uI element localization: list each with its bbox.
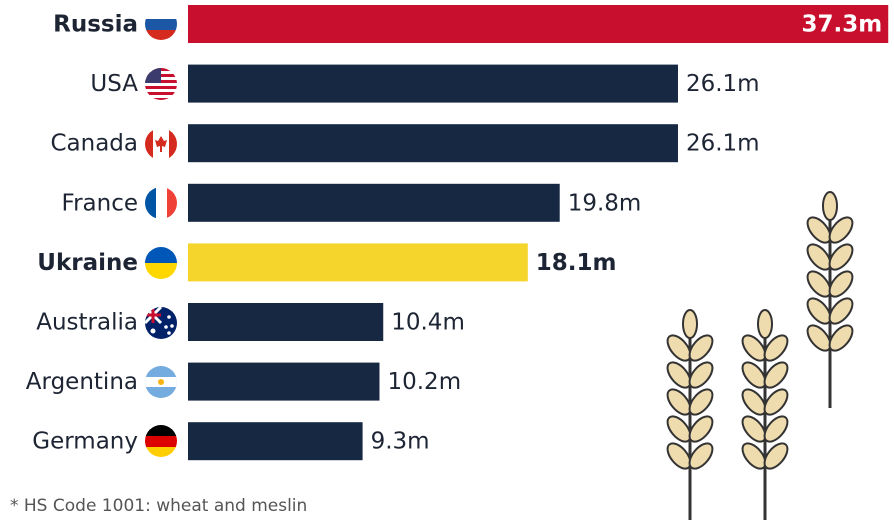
wheat-grain (682, 309, 698, 339)
wheat-grain (741, 334, 767, 362)
data-label: 26.1m (686, 71, 760, 97)
data-label: 10.2m (387, 369, 461, 395)
wheat-grain (666, 388, 692, 416)
wheat-grain (741, 361, 767, 389)
flag-argentina (145, 366, 177, 398)
bar (188, 303, 384, 341)
flag-ukraine (145, 247, 177, 279)
bar (188, 5, 889, 43)
bar (188, 243, 528, 282)
wheat-grain (688, 334, 714, 362)
data-label: 37.3m (802, 12, 883, 38)
category-label: Canada (50, 131, 138, 157)
wheat-grain (828, 243, 854, 271)
wheat-grain (828, 270, 854, 298)
category-label: Argentina (26, 369, 138, 395)
wheat-grain (763, 334, 789, 362)
wheat-grain (828, 216, 854, 244)
wheat-grain (828, 297, 854, 325)
wheat-grain (763, 415, 789, 443)
wheat-decoration (666, 191, 854, 520)
data-label: 10.4m (391, 310, 465, 336)
bar (188, 64, 678, 103)
flag-canada (145, 128, 177, 160)
wheat-grain (688, 361, 714, 389)
wheat-grain (806, 297, 832, 325)
wheat-grain (688, 388, 714, 416)
wheat-grain (666, 442, 692, 470)
data-label: 9.3m (371, 429, 430, 455)
bar (188, 362, 380, 401)
wheat-grain (806, 270, 832, 298)
wheat-grain (757, 309, 773, 339)
wheat-grain (666, 361, 692, 389)
flag-russia (145, 8, 177, 40)
wheat-grain (666, 334, 692, 362)
flag-germany (145, 425, 177, 457)
wheat-grain (741, 442, 767, 470)
flag-australia (145, 307, 177, 339)
category-label: Germany (32, 429, 138, 455)
wheat-grain (828, 324, 854, 352)
bar (188, 422, 363, 461)
wheat-grain (806, 216, 832, 244)
category-label: USA (90, 71, 138, 97)
wheat-grain (763, 442, 789, 470)
wheat-grain (763, 388, 789, 416)
wheat-grain (741, 415, 767, 443)
category-label: Russia (53, 12, 138, 38)
category-label: France (62, 190, 138, 216)
wheat-grain (763, 361, 789, 389)
wheat-grain (688, 442, 714, 470)
flag-usa (145, 68, 177, 100)
data-label: 18.1m (536, 250, 617, 276)
wheat-grain (688, 415, 714, 443)
wheat-grain (806, 243, 832, 271)
wheat-grain (741, 388, 767, 416)
category-label: Ukraine (37, 250, 138, 276)
wheat-grain (806, 324, 832, 352)
bar (188, 183, 560, 222)
wheat-grain (822, 191, 838, 221)
data-label: 19.8m (568, 190, 642, 216)
footnote: * HS Code 1001: wheat and meslin (10, 496, 307, 516)
category-label: Australia (36, 310, 138, 336)
bar (188, 124, 678, 163)
flag-france (145, 187, 177, 219)
wheat-grain (666, 415, 692, 443)
data-label: 26.1m (686, 131, 760, 157)
